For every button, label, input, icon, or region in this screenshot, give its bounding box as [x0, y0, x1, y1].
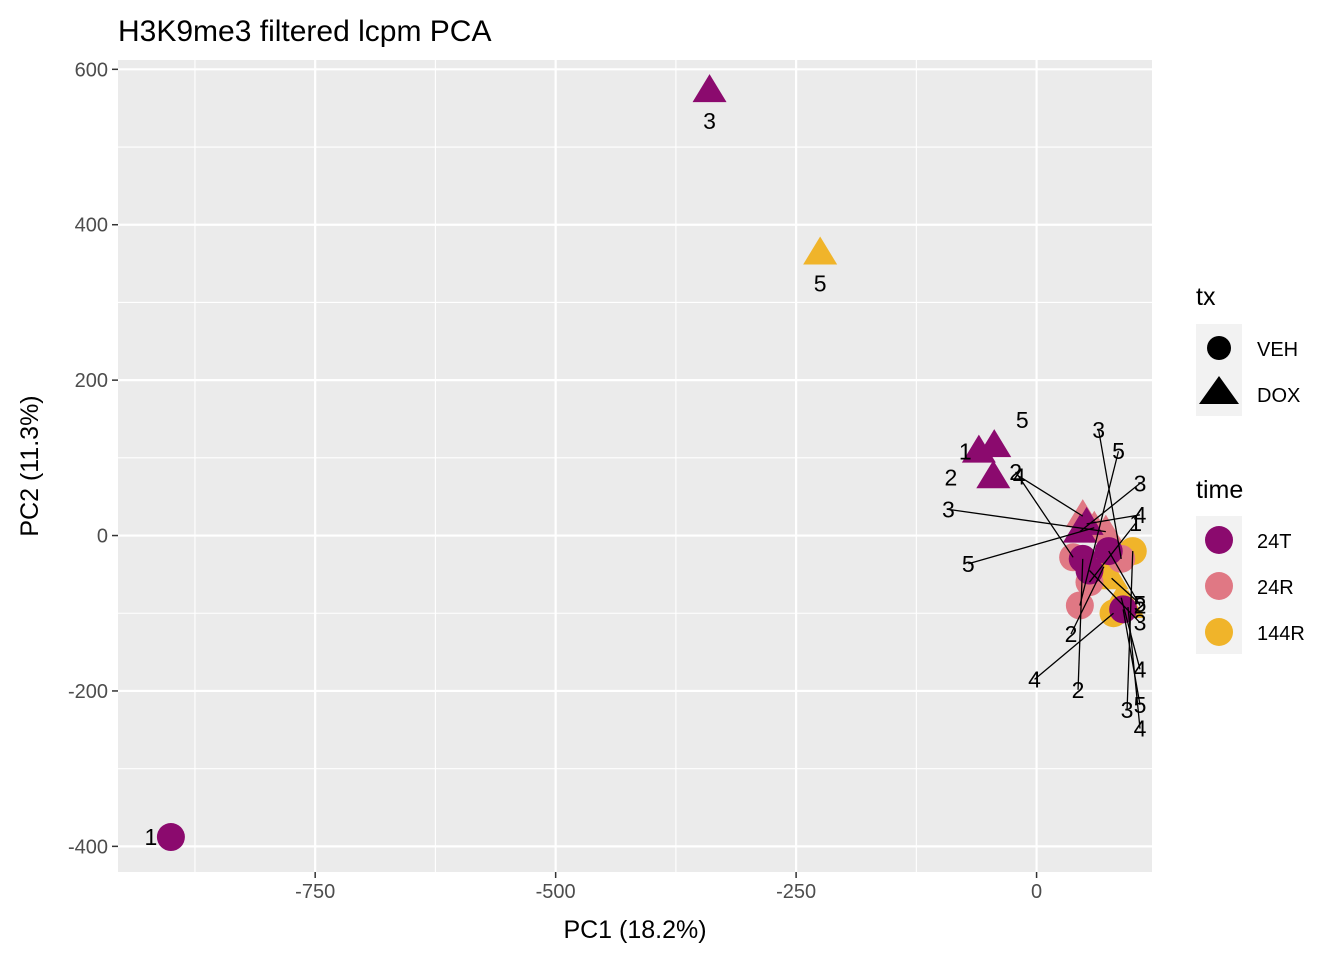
x-tick-label: -750	[295, 881, 335, 903]
y-tick-label: 0	[97, 526, 108, 548]
point-label: 5	[814, 270, 827, 296]
legend-triangle-key	[1199, 376, 1239, 404]
leader-line	[1122, 609, 1141, 706]
x-tick-label: -250	[776, 881, 816, 903]
legend-circle-key	[1207, 336, 1231, 360]
leader-line	[1079, 451, 1120, 606]
legend-time-24r: 24R	[1257, 577, 1294, 599]
label-leader-lines	[948, 429, 1141, 729]
point-label: 4	[1134, 502, 1147, 528]
legend-time-24t: 24T	[1257, 531, 1291, 553]
point-label: 5	[1112, 438, 1125, 464]
legend-24t-key	[1205, 526, 1233, 554]
leader-line	[1077, 558, 1084, 690]
point-label: 4	[1134, 716, 1147, 742]
legend-tx-dox: DOX	[1257, 385, 1300, 407]
point-label: 2	[1065, 621, 1078, 647]
leader-line	[1111, 577, 1141, 605]
legend-tx-veh: VEH	[1257, 339, 1298, 361]
point-label: 2	[1009, 459, 1022, 485]
data-point-triangle	[977, 429, 1012, 458]
x-axis-title: PC1 (18.2%)	[563, 916, 706, 944]
data-point-triangle	[692, 74, 727, 103]
y-tick-label: -400	[68, 836, 108, 858]
point-label: 2	[1072, 677, 1085, 703]
leader-line	[1086, 514, 1141, 525]
legend-24r-key	[1205, 572, 1233, 600]
point-label: 1	[1129, 510, 1142, 536]
y-tick-label: 600	[75, 59, 108, 81]
point-label: 1	[959, 438, 972, 464]
leader-line	[1108, 550, 1141, 606]
grid-minor	[118, 60, 1152, 872]
legend-time: time 24T 24R 144R	[1196, 476, 1305, 654]
x-tick-label: 0	[1031, 881, 1042, 903]
point-label: 3	[703, 108, 716, 134]
point-label: 4	[1134, 656, 1147, 682]
point-label: 3	[942, 496, 955, 522]
point-label: 1	[145, 824, 158, 850]
leader-line	[1089, 570, 1141, 624]
legend-tx: tx VEH DOX	[1196, 283, 1300, 416]
point-label: 5	[962, 551, 975, 577]
point-label: 2	[1134, 593, 1147, 619]
x-axis-ticks: -750 -500 -250 0	[295, 872, 1042, 903]
y-tick-label: 200	[75, 370, 108, 392]
y-axis-ticks: -400 -200 0 200 400 600	[68, 59, 118, 858]
x-tick-label: -500	[536, 881, 576, 903]
leader-line	[1070, 566, 1105, 635]
point-label: 2	[944, 465, 957, 491]
plot-panel	[118, 60, 1152, 872]
legend-144r-key	[1205, 618, 1233, 646]
leader-line	[948, 508, 1106, 533]
leader-line	[1018, 475, 1084, 517]
data-point-circle	[156, 823, 185, 852]
leader-line	[1126, 551, 1134, 711]
point-label: 3	[1134, 610, 1147, 636]
point-label: 4	[1013, 463, 1026, 489]
legend-time-144r: 144R	[1257, 623, 1305, 645]
point-label: 3	[1121, 697, 1134, 723]
data-point-triangle	[976, 460, 1011, 489]
leader-line	[968, 527, 1095, 565]
point-label: 4	[1028, 666, 1041, 692]
point-label: 5	[1134, 591, 1147, 617]
leader-line	[1088, 522, 1137, 583]
legend-tx-title: tx	[1196, 283, 1216, 311]
leader-line	[1015, 471, 1074, 558]
point-label: 3	[1092, 417, 1105, 443]
point-label: 5	[1016, 407, 1029, 433]
chart-title: H3K9me3 filtered lcpm PCA	[118, 15, 491, 48]
leader-line	[1034, 612, 1114, 680]
data-point-triangle	[803, 236, 838, 265]
y-axis-title: PC2 (11.3%)	[16, 395, 44, 536]
y-tick-label: 400	[75, 215, 108, 237]
legend-time-title: time	[1196, 476, 1243, 504]
point-label: 5	[1134, 692, 1147, 718]
y-tick-label: -200	[68, 681, 108, 703]
point-label: 3	[1134, 470, 1147, 496]
grid-major	[118, 60, 1152, 872]
leader-line	[1097, 429, 1122, 559]
